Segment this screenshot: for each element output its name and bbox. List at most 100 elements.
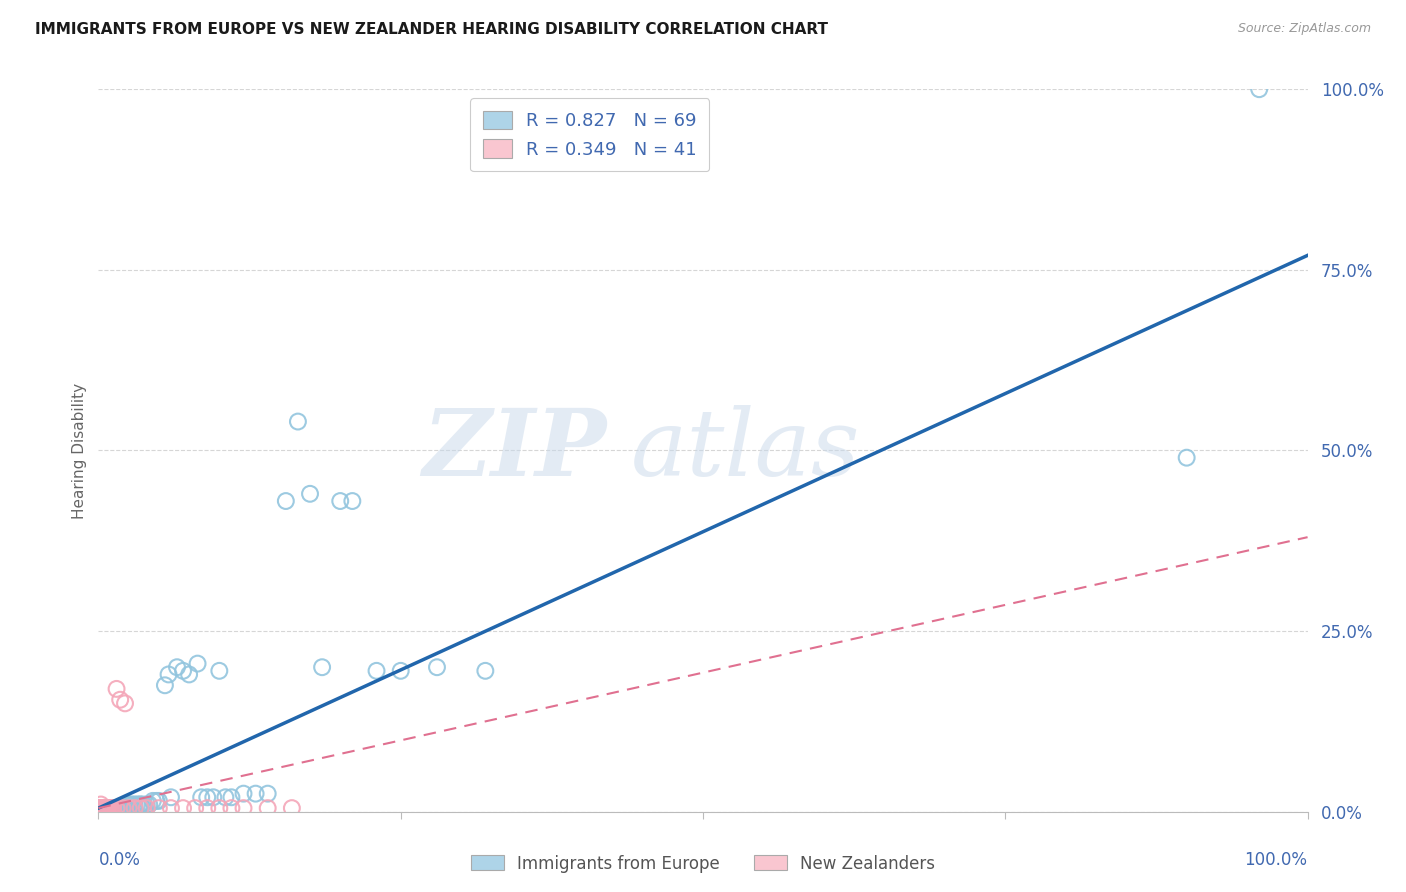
Point bbox=[426, 660, 449, 674]
Point bbox=[105, 801, 128, 815]
Point bbox=[89, 801, 111, 815]
Point bbox=[96, 801, 118, 815]
Point bbox=[105, 681, 128, 696]
Point bbox=[93, 801, 115, 815]
Point bbox=[135, 801, 157, 815]
Point bbox=[274, 494, 297, 508]
Point bbox=[96, 801, 118, 815]
Point bbox=[89, 801, 111, 815]
Point bbox=[103, 801, 125, 815]
Point bbox=[172, 664, 194, 678]
Point bbox=[97, 801, 120, 815]
Point bbox=[166, 660, 188, 674]
Point bbox=[129, 801, 152, 815]
Point bbox=[311, 660, 333, 674]
Point bbox=[98, 801, 121, 815]
Point bbox=[96, 801, 118, 815]
Point bbox=[208, 801, 231, 815]
Point bbox=[127, 797, 149, 812]
Point bbox=[157, 667, 180, 681]
Point bbox=[93, 801, 115, 815]
Legend: R = 0.827   N = 69, R = 0.349   N = 41: R = 0.827 N = 69, R = 0.349 N = 41 bbox=[470, 98, 710, 171]
Point bbox=[89, 801, 111, 815]
Text: atlas: atlas bbox=[630, 406, 860, 495]
Point bbox=[160, 801, 183, 815]
Point bbox=[187, 657, 209, 671]
Point bbox=[190, 790, 212, 805]
Point bbox=[202, 790, 225, 805]
Text: 0.0%: 0.0% bbox=[98, 851, 141, 869]
Point bbox=[148, 794, 170, 808]
Point bbox=[97, 801, 120, 815]
Point bbox=[232, 801, 254, 815]
Point bbox=[94, 801, 117, 815]
Point bbox=[195, 790, 218, 805]
Point bbox=[129, 797, 152, 812]
Text: Source: ZipAtlas.com: Source: ZipAtlas.com bbox=[1237, 22, 1371, 36]
Point bbox=[366, 664, 388, 678]
Point bbox=[91, 801, 114, 815]
Point bbox=[100, 801, 122, 815]
Point bbox=[90, 801, 112, 815]
Point bbox=[91, 801, 114, 815]
Point bbox=[94, 801, 117, 815]
Point bbox=[214, 790, 236, 805]
Point bbox=[221, 801, 243, 815]
Point bbox=[118, 797, 141, 812]
Point bbox=[221, 790, 243, 805]
Point bbox=[100, 801, 122, 815]
Point bbox=[101, 801, 124, 815]
Point bbox=[115, 801, 138, 815]
Point bbox=[96, 801, 118, 815]
Point bbox=[256, 801, 278, 815]
Point bbox=[94, 801, 117, 815]
Point bbox=[91, 801, 114, 815]
Point bbox=[114, 696, 136, 710]
Point bbox=[118, 797, 141, 812]
Point bbox=[111, 801, 134, 815]
Point bbox=[97, 801, 120, 815]
Point bbox=[94, 801, 117, 815]
Point bbox=[172, 801, 194, 815]
Point bbox=[135, 797, 157, 812]
Point bbox=[93, 801, 115, 815]
Point bbox=[138, 797, 160, 812]
Point bbox=[111, 801, 134, 815]
Point bbox=[145, 794, 167, 808]
Point bbox=[117, 801, 139, 815]
Point bbox=[100, 801, 122, 815]
Point bbox=[474, 664, 496, 678]
Text: ZIP: ZIP bbox=[422, 406, 606, 495]
Legend: Immigrants from Europe, New Zealanders: Immigrants from Europe, New Zealanders bbox=[464, 848, 942, 880]
Point bbox=[118, 801, 141, 815]
Point bbox=[107, 801, 129, 815]
Point bbox=[101, 801, 124, 815]
Point bbox=[91, 801, 114, 815]
Point bbox=[299, 487, 322, 501]
Point bbox=[142, 794, 165, 808]
Point bbox=[112, 801, 135, 815]
Point bbox=[342, 494, 364, 508]
Point bbox=[389, 664, 412, 678]
Point bbox=[121, 797, 143, 812]
Point bbox=[148, 801, 170, 815]
Point bbox=[91, 801, 114, 815]
Point bbox=[256, 787, 278, 801]
Point bbox=[108, 801, 131, 815]
Point bbox=[91, 801, 114, 815]
Point bbox=[91, 801, 114, 815]
Point bbox=[91, 801, 114, 815]
Point bbox=[287, 415, 309, 429]
Point bbox=[195, 801, 218, 815]
Point bbox=[1175, 450, 1198, 465]
Point bbox=[132, 797, 155, 812]
Point bbox=[124, 801, 146, 815]
Point bbox=[108, 692, 131, 706]
Point bbox=[124, 797, 146, 812]
Point bbox=[90, 801, 112, 815]
Point bbox=[105, 801, 128, 815]
Text: IMMIGRANTS FROM EUROPE VS NEW ZEALANDER HEARING DISABILITY CORRELATION CHART: IMMIGRANTS FROM EUROPE VS NEW ZEALANDER … bbox=[35, 22, 828, 37]
Point bbox=[232, 787, 254, 801]
Point bbox=[93, 801, 115, 815]
Point bbox=[245, 787, 267, 801]
